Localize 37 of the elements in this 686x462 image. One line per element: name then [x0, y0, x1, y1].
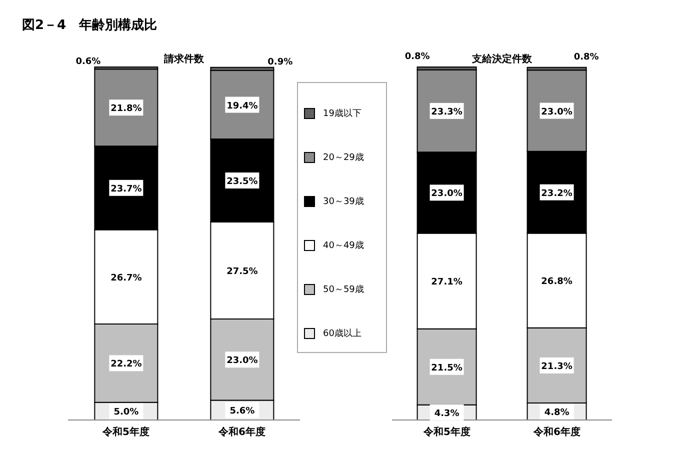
- data-label: 0.9%: [268, 57, 293, 68]
- legend-label: 20～29歳: [323, 152, 364, 164]
- x-tick-label: 令和6年度: [218, 426, 266, 438]
- legend-label: 40～49歳: [323, 240, 364, 252]
- data-label: 23.7%: [110, 184, 142, 194]
- chart-subtitle: 支給決定件数: [472, 54, 532, 65]
- data-label: 23.2%: [541, 188, 572, 199]
- data-label: 27.1%: [431, 278, 462, 288]
- data-label: 21.5%: [431, 363, 462, 374]
- data-label: 23.3%: [431, 107, 462, 118]
- data-label: 21.3%: [541, 362, 572, 372]
- data-label: 4.3%: [434, 408, 460, 419]
- chart-subtitle: 請求件数: [164, 54, 204, 65]
- legend-label: 50～59歳: [323, 284, 364, 296]
- data-label: 23.0%: [431, 189, 462, 200]
- x-tick-label: 令和5年度: [102, 426, 150, 438]
- legend-label: 19歳以下: [323, 108, 362, 120]
- data-label: 5.0%: [114, 408, 139, 418]
- data-label: 4.8%: [544, 408, 570, 418]
- legend-label: 30～39歳: [323, 196, 364, 208]
- data-label: 19.4%: [226, 101, 258, 112]
- x-tick-label: 令和6年度: [532, 426, 580, 438]
- data-label: 0.6%: [76, 57, 101, 67]
- data-label: 26.7%: [110, 273, 142, 284]
- data-label: 26.8%: [541, 277, 572, 288]
- data-label: 23.5%: [226, 176, 258, 187]
- data-label: 0.8%: [574, 52, 599, 62]
- data-label: 22.2%: [110, 360, 142, 370]
- data-label: 5.6%: [230, 406, 255, 417]
- data-label: 0.8%: [404, 52, 430, 62]
- legend-label: 60歳以上: [323, 328, 362, 340]
- data-label: 27.5%: [226, 267, 258, 278]
- data-label: 23.0%: [226, 356, 258, 366]
- x-tick-label: 令和5年度: [422, 426, 470, 438]
- chart-title: 図2－4 年齢別構成比: [22, 17, 158, 34]
- data-label: 21.8%: [110, 104, 142, 114]
- data-label: 23.0%: [541, 107, 572, 118]
